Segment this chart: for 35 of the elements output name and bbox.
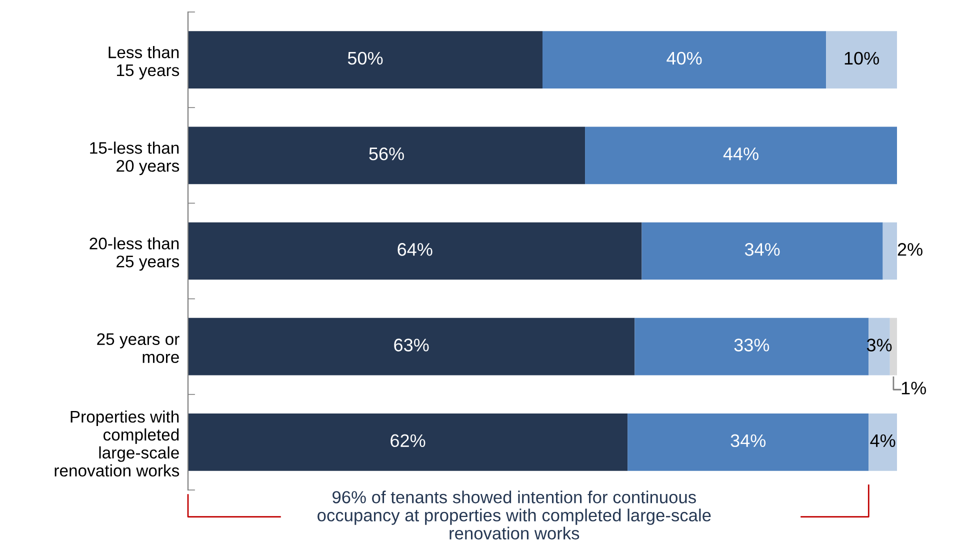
bar	[542, 31, 826, 88]
bar	[585, 126, 897, 184]
data-label: 10%	[844, 52, 879, 65]
bar	[188, 222, 642, 280]
bar	[882, 222, 897, 280]
bar	[188, 31, 542, 88]
bar	[642, 222, 883, 280]
data-label: 1%	[902, 382, 926, 394]
bar	[188, 414, 628, 471]
y-tick-label: 20-less than 25 years	[90, 237, 180, 271]
data-label: 44%	[723, 148, 758, 160]
bar	[628, 414, 869, 471]
bar	[188, 318, 635, 376]
data-label: 63%	[394, 338, 429, 352]
y-tick-label: Less than 15 years	[108, 46, 180, 80]
bar	[868, 318, 890, 376]
y-tick-label: 25 years or more	[97, 333, 180, 363]
text: 96% of tenants showed intention for continuous occupancy at properties with completed large-scale renovation works	[318, 490, 711, 540]
y-tick-label: Properties with completed large-scale renovation works	[54, 410, 180, 477]
bar	[868, 414, 897, 471]
data-label: 62%	[390, 434, 426, 448]
data-label: 4%	[870, 434, 896, 447]
data-label: 64%	[398, 243, 432, 256]
data-label: 40%	[666, 52, 702, 65]
data-label: 34%	[744, 243, 780, 256]
data-label: 50%	[348, 52, 383, 65]
bar	[634, 318, 869, 376]
data-label: 2%	[898, 243, 922, 256]
bar	[188, 126, 586, 184]
data-label: 34%	[730, 434, 766, 448]
y-tick-label: 15-less than 20 years	[90, 142, 180, 176]
data-label: 3%	[866, 338, 892, 352]
data-label: 33%	[734, 338, 770, 352]
data-label: 56%	[369, 147, 404, 160]
bar	[826, 31, 897, 88]
